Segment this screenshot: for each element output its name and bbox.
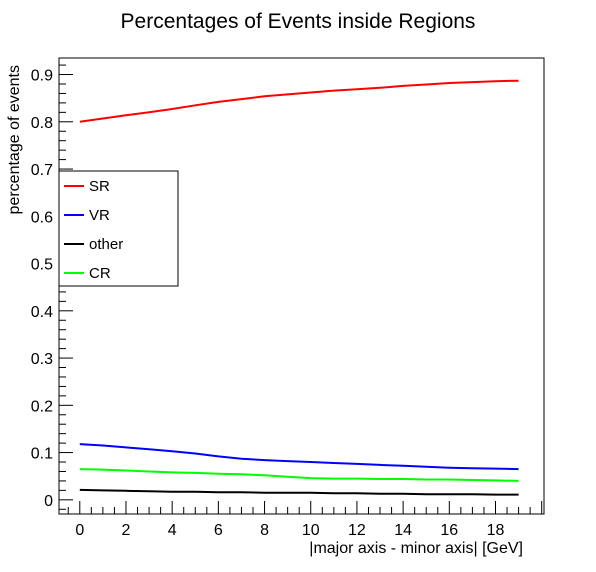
y-tick-label: 0 xyxy=(44,493,53,510)
x-tick-label: 12 xyxy=(348,522,366,539)
legend: SR VR other CR xyxy=(58,170,179,287)
x-tick-label: 6 xyxy=(214,522,223,539)
legend-box xyxy=(58,170,179,287)
x-tick-label: 8 xyxy=(260,522,269,539)
y-tick-label: 0.6 xyxy=(31,209,53,226)
x-tick-label: 14 xyxy=(394,522,412,539)
series-line-SR xyxy=(79,79,519,123)
chart-title: Percentages of Events inside Regions xyxy=(121,10,476,33)
series-line-other xyxy=(79,488,519,496)
y-tick-label: 0.3 xyxy=(31,351,53,368)
axes: 0 2 4 6 8 10 12 14 16 18 0 0.1 0.2 0.3 0.4 0.5 0.6 0.7 0.8… xyxy=(31,64,543,539)
x-tick-label: 10 xyxy=(302,522,320,539)
series-line-VR xyxy=(79,443,519,471)
series-lines xyxy=(79,79,519,496)
legend-label-other: other xyxy=(89,236,123,253)
y-tick-label: 0.4 xyxy=(31,304,53,321)
x-tick-label: 18 xyxy=(487,522,505,539)
x-tick-label: 2 xyxy=(122,522,131,539)
x-tick-label: 16 xyxy=(440,522,458,539)
y-tick-label: 0.8 xyxy=(31,115,53,132)
legend-label-CR: CR xyxy=(89,265,111,282)
y-tick-label: 0.7 xyxy=(31,162,53,179)
y-axis-label: percentage of events xyxy=(6,65,23,214)
legend-label-SR: SR xyxy=(89,178,110,195)
x-tick-label: 4 xyxy=(168,522,177,539)
y-tick-label: 0.2 xyxy=(31,398,53,415)
x-tick-label: 0 xyxy=(75,522,84,539)
series-line-CR xyxy=(79,468,519,482)
legend-label-VR: VR xyxy=(89,207,110,224)
y-tick-label: 0.5 xyxy=(31,257,53,274)
y-tick-label: 0.1 xyxy=(31,446,53,463)
y-tick-label: 0.9 xyxy=(31,68,53,85)
x-axis-label: |major axis - minor axis| [GeV] xyxy=(309,540,523,557)
